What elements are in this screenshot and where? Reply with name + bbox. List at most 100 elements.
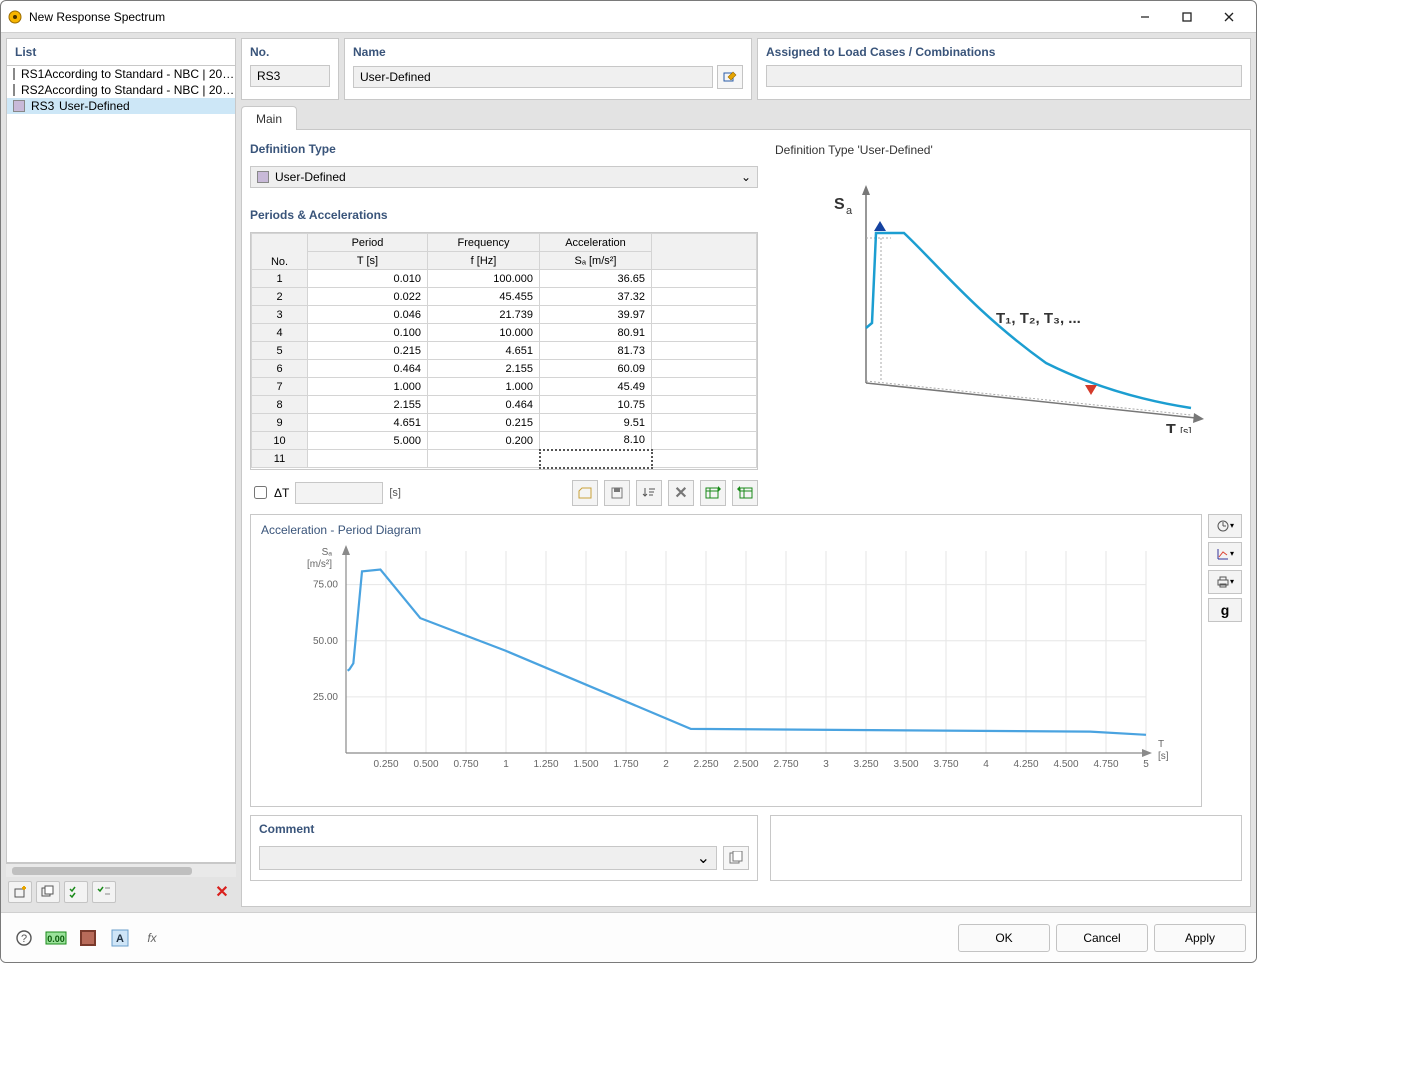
svg-text:T: T xyxy=(1166,422,1176,433)
svg-text:?: ? xyxy=(21,933,27,945)
table-row[interactable]: 20.02245.45537.32 xyxy=(252,288,757,306)
copy-item-button[interactable] xyxy=(36,881,60,903)
svg-text:T₁, T₂, T₃, ...: T₁, T₂, T₃, ... xyxy=(996,310,1081,327)
assign-input[interactable] xyxy=(766,65,1242,87)
definition-type-value: User-Defined xyxy=(275,170,346,184)
definition-type-combo[interactable]: User-Defined ⌄ xyxy=(250,166,758,188)
table-row[interactable]: 10.010100.00036.65 xyxy=(252,270,757,288)
svg-text:0.750: 0.750 xyxy=(453,759,478,770)
help-button[interactable]: ? xyxy=(11,925,37,951)
svg-text:4.250: 4.250 xyxy=(1013,759,1038,770)
fx-button[interactable]: fx xyxy=(139,925,165,951)
svg-text:1.750: 1.750 xyxy=(613,759,638,770)
table-row[interactable]: 105.0000.2008.10 xyxy=(252,432,757,450)
svg-text:S: S xyxy=(834,196,845,213)
chart: 25.0050.0075.000.2500.5000.75011.2501.50… xyxy=(261,537,1191,787)
rename-button[interactable] xyxy=(717,65,743,89)
svg-text:T: T xyxy=(1158,739,1164,750)
table-row[interactable]: 40.10010.00080.91 xyxy=(252,324,757,342)
table-export-button[interactable] xyxy=(732,480,758,506)
font-settings-button[interactable]: A xyxy=(107,925,133,951)
table-row[interactable]: 71.0001.00045.49 xyxy=(252,378,757,396)
svg-text:3: 3 xyxy=(823,759,829,770)
delta-t-checkbox[interactable]: ΔT xyxy=(250,483,289,502)
swatch-icon xyxy=(13,84,15,96)
list-item[interactable]: RS3User-Defined xyxy=(7,98,235,114)
list-header: List xyxy=(6,38,236,65)
window-min-button[interactable] xyxy=(1124,3,1166,31)
svg-text:fx: fx xyxy=(147,931,157,945)
new-item-button[interactable] xyxy=(8,881,32,903)
table-row[interactable]: 50.2154.65181.73 xyxy=(252,342,757,360)
chart-axes-button[interactable]: ▾ xyxy=(1208,542,1242,566)
window-title: New Response Spectrum xyxy=(29,10,1124,24)
col-freq: Frequency xyxy=(428,234,540,252)
uncheck-all-button[interactable] xyxy=(92,881,116,903)
check-all-button[interactable] xyxy=(64,881,88,903)
svg-text:5: 5 xyxy=(1143,759,1149,770)
list-item[interactable]: RS1According to Standard - NBC | 20… xyxy=(7,66,235,82)
svg-text:Sₐ: Sₐ xyxy=(322,547,333,558)
chevron-down-icon: ⌄ xyxy=(697,848,710,868)
periods-title: Periods & Accelerations xyxy=(250,204,758,226)
svg-text:[s]: [s] xyxy=(1158,751,1169,762)
svg-text:1.500: 1.500 xyxy=(573,759,598,770)
spectrum-list[interactable]: RS1According to Standard - NBC | 20…RS2A… xyxy=(6,65,236,863)
chart-units-button[interactable]: ▾ xyxy=(1208,514,1242,538)
tab-main[interactable]: Main xyxy=(241,106,297,130)
svg-text:2.500: 2.500 xyxy=(733,759,758,770)
chart-g-button[interactable]: g xyxy=(1208,598,1242,622)
col-period-unit: T [s] xyxy=(308,252,428,270)
cancel-button[interactable]: Cancel xyxy=(1056,924,1148,952)
color-settings-button[interactable] xyxy=(75,925,101,951)
svg-text:4.500: 4.500 xyxy=(1053,759,1078,770)
svg-text:4: 4 xyxy=(983,759,989,770)
comment-combo[interactable]: ⌄ xyxy=(259,846,717,870)
svg-text:0.250: 0.250 xyxy=(373,759,398,770)
comment-title: Comment xyxy=(259,822,749,840)
chart-print-button[interactable]: ▾ xyxy=(1208,570,1242,594)
ok-button[interactable]: OK xyxy=(958,924,1050,952)
name-input[interactable] xyxy=(353,66,713,88)
svg-text:1.250: 1.250 xyxy=(533,759,558,770)
list-hscroll[interactable] xyxy=(6,863,236,877)
app-icon xyxy=(7,9,23,25)
table-row[interactable]: 60.4642.15560.09 xyxy=(252,360,757,378)
table-save-button[interactable] xyxy=(604,480,630,506)
schematic-title: Definition Type 'User-Defined' xyxy=(775,141,1237,163)
svg-text:1: 1 xyxy=(503,759,509,770)
comment-pick-button[interactable] xyxy=(723,846,749,870)
svg-text:3.500: 3.500 xyxy=(893,759,918,770)
table-row[interactable]: 11 xyxy=(252,450,757,468)
schematic-graphic: S a T [s] T₁, T₂, T₃, ... xyxy=(775,163,1237,433)
table-row[interactable]: 82.1550.46410.75 xyxy=(252,396,757,414)
periods-table[interactable]: No. Period Frequency Acceleration T [s] xyxy=(250,232,758,470)
svg-text:25.00: 25.00 xyxy=(313,691,338,702)
svg-text:2: 2 xyxy=(663,759,669,770)
table-row[interactable]: 94.6510.2159.51 xyxy=(252,414,757,432)
no-label: No. xyxy=(250,45,330,59)
no-input[interactable] xyxy=(250,65,330,87)
chevron-down-icon: ⌄ xyxy=(741,170,751,184)
table-row[interactable]: 30.04621.73939.97 xyxy=(252,306,757,324)
name-label: Name xyxy=(353,45,743,59)
col-acc-unit: Sₐ [m/s²] xyxy=(540,252,652,270)
swatch-icon xyxy=(13,100,25,112)
svg-text:3.750: 3.750 xyxy=(933,759,958,770)
window-max-button[interactable] xyxy=(1166,3,1208,31)
apply-button[interactable]: Apply xyxy=(1154,924,1246,952)
col-period: Period xyxy=(308,234,428,252)
delta-t-spinner[interactable] xyxy=(295,482,383,504)
table-sort-button[interactable] xyxy=(636,480,662,506)
assign-label: Assigned to Load Cases / Combinations xyxy=(766,45,1242,59)
delete-item-button[interactable]: ✕ xyxy=(210,881,234,903)
svg-text:75.00: 75.00 xyxy=(313,579,338,590)
table-open-button[interactable] xyxy=(572,480,598,506)
units-settings-button[interactable]: 0.00 xyxy=(43,925,69,951)
chart-title: Acceleration - Period Diagram xyxy=(261,523,1191,537)
window-close-button[interactable] xyxy=(1208,3,1250,31)
list-item[interactable]: RS2According to Standard - NBC | 20… xyxy=(7,82,235,98)
table-import-button[interactable] xyxy=(700,480,726,506)
col-no: No. xyxy=(252,234,308,270)
table-delete-row-button[interactable]: ✕ xyxy=(668,480,694,506)
